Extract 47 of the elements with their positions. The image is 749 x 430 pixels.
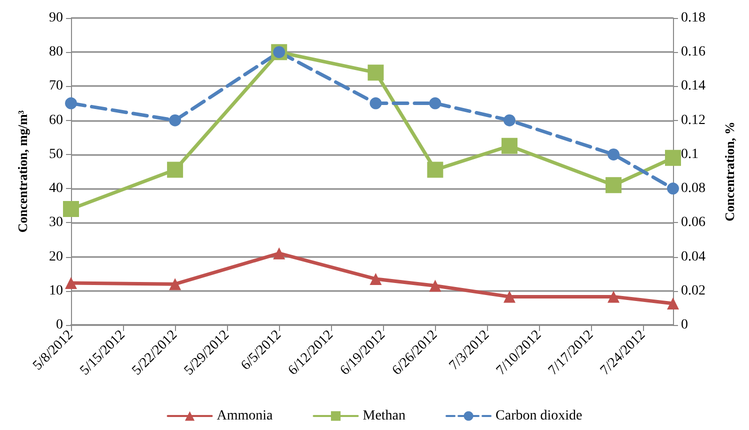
point bbox=[169, 114, 182, 126]
point bbox=[608, 148, 620, 160]
y2-tick-label: 0.16 bbox=[681, 44, 706, 60]
point bbox=[427, 162, 444, 178]
point bbox=[608, 290, 620, 303]
point bbox=[167, 162, 184, 178]
point bbox=[429, 97, 442, 110]
point bbox=[667, 182, 679, 195]
y-tick-label: 40 bbox=[49, 181, 63, 196]
y-tick-label: 10 bbox=[49, 283, 63, 298]
point bbox=[169, 278, 182, 290]
y-tick-label: 0 bbox=[56, 318, 63, 332]
point bbox=[667, 298, 679, 310]
y-tick-label: 60 bbox=[49, 112, 63, 128]
y2-tick-label: 0.14 bbox=[681, 78, 706, 94]
point bbox=[429, 280, 442, 292]
legend-label: Ammonia bbox=[216, 408, 274, 424]
point bbox=[503, 290, 516, 303]
point bbox=[368, 64, 384, 81]
y2-tick-label: 0.08 bbox=[681, 181, 706, 196]
y-tick-label: 80 bbox=[49, 44, 63, 60]
y2-tick-label: 0 bbox=[681, 318, 688, 332]
y2-tick-label: 0.02 bbox=[681, 283, 706, 298]
y-tick-label: 20 bbox=[49, 249, 63, 264]
y2-tick-label: 0.1 bbox=[681, 146, 698, 162]
legend-label: Carbon dioxide bbox=[496, 408, 582, 424]
point bbox=[370, 272, 382, 285]
y2-axis-title: Concentration, % bbox=[722, 122, 737, 222]
y2-tick-label: 0.12 bbox=[681, 112, 706, 128]
point bbox=[665, 150, 681, 166]
y-tick-label: 70 bbox=[49, 78, 63, 94]
point bbox=[63, 201, 79, 218]
y2-tick-label: 0.18 bbox=[681, 10, 706, 26]
point bbox=[606, 177, 622, 194]
y-tick-label: 90 bbox=[49, 10, 63, 26]
point bbox=[504, 114, 516, 126]
point bbox=[501, 138, 518, 154]
point bbox=[65, 97, 77, 110]
y-axis-title: Concentration, mg/m³ bbox=[15, 110, 30, 233]
y2-tick-label: 0.04 bbox=[681, 249, 706, 264]
y2-tick-label: 0.06 bbox=[681, 215, 706, 230]
point bbox=[273, 247, 286, 260]
y-tick-label: 30 bbox=[49, 215, 63, 230]
point bbox=[370, 97, 382, 110]
legend-label: Methan bbox=[362, 408, 406, 424]
point bbox=[65, 277, 77, 290]
y-tick-label: 50 bbox=[49, 146, 63, 162]
